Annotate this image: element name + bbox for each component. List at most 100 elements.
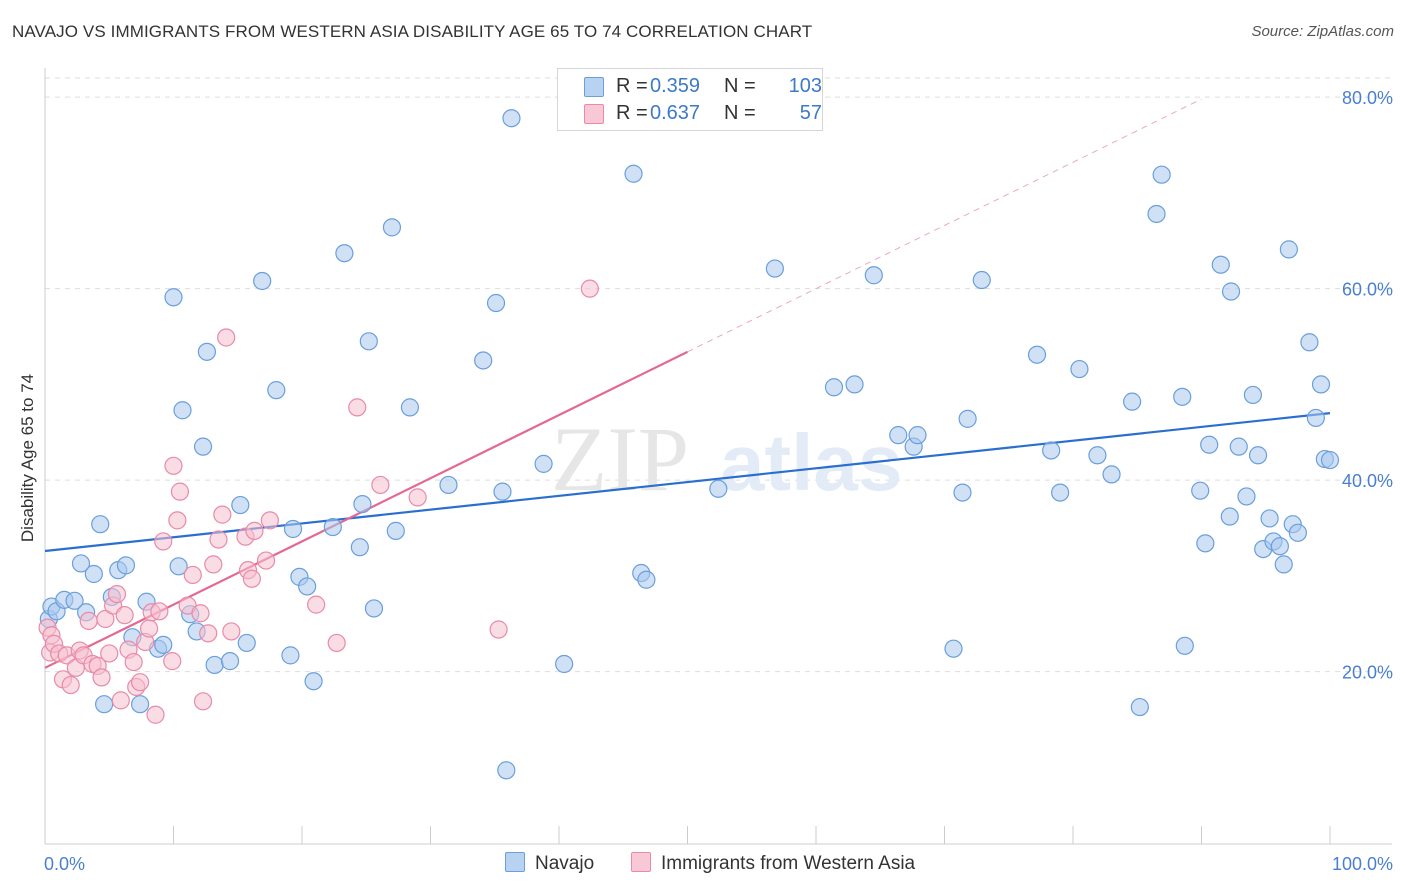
navajo-point xyxy=(237,633,256,653)
navajo-point xyxy=(555,654,574,674)
legend-r-label: R = xyxy=(616,102,648,124)
immigrants-point xyxy=(245,521,264,540)
navajo-point xyxy=(1211,255,1230,274)
immigrants-point xyxy=(154,532,173,551)
navajo-point xyxy=(382,218,402,237)
immigrants-point xyxy=(489,620,508,639)
navajo-point xyxy=(220,652,240,671)
bottom-legend-navajo[interactable]: Navajo xyxy=(505,852,594,875)
trend-line-extension xyxy=(687,98,1202,353)
navajo-point xyxy=(534,454,553,473)
immigrants-point xyxy=(242,569,261,588)
navajo-point xyxy=(164,288,183,307)
navajo-point xyxy=(1027,345,1047,364)
x-tick-label-min: 0.0% xyxy=(44,854,85,874)
bottom-legend-immigrants[interactable]: Immigrants from Western Asia xyxy=(631,852,915,875)
navajo-point xyxy=(889,426,908,445)
navajo-point xyxy=(709,479,728,498)
watermark: ZIP atlas xyxy=(551,408,902,510)
navajo-point xyxy=(197,342,217,361)
navajo-point xyxy=(1229,437,1248,456)
navajo-point xyxy=(173,401,192,420)
navajo-point xyxy=(497,761,516,780)
immigrants-point xyxy=(199,624,218,643)
trend-layer xyxy=(44,98,1331,669)
navajo-point xyxy=(439,475,458,495)
navajo-point xyxy=(944,639,963,658)
navajo-point xyxy=(116,556,136,575)
navajo-point xyxy=(95,695,114,714)
immigrants-point xyxy=(307,595,326,614)
immigrants-point xyxy=(260,511,279,530)
y-tick-label: 20.0% xyxy=(1342,663,1393,683)
navajo-point xyxy=(71,554,91,573)
y-tick-label: 40.0% xyxy=(1342,471,1393,491)
immigrants-point xyxy=(124,652,143,672)
labels-layer: 20.0% 40.0% 60.0% 80.0% 0.0% 100.0% Disability… xyxy=(18,88,1393,874)
navajo-point xyxy=(1243,385,1263,405)
immigrants-point xyxy=(92,668,111,687)
immigrants-point xyxy=(168,511,187,530)
immigrants-point xyxy=(217,328,236,347)
bottom-legend-swatch-immigrants xyxy=(631,852,651,872)
immigrants-point xyxy=(408,488,427,507)
y-axis-label: Disability Age 65 to 74 xyxy=(18,374,37,542)
navajo-point xyxy=(637,570,656,589)
immigrants-point xyxy=(204,555,223,574)
y-tick-label: 80.0% xyxy=(1342,88,1393,108)
bottom-legend-label-navajo: Navajo xyxy=(535,853,595,874)
immigrants-point xyxy=(371,475,390,495)
immigrants-point xyxy=(327,633,346,653)
immigrants-point xyxy=(107,584,127,604)
immigrants-point xyxy=(130,673,150,692)
navajo-point xyxy=(765,259,784,278)
immigrants-point xyxy=(256,551,276,570)
navajo-point xyxy=(958,409,977,428)
navajo-point xyxy=(1288,523,1307,542)
navajo-point xyxy=(400,398,420,417)
navajo-point xyxy=(1088,446,1107,465)
navajo-point xyxy=(502,109,521,128)
navajo-point xyxy=(824,378,844,397)
immigrants-point xyxy=(139,619,159,638)
navajo-point xyxy=(335,244,354,263)
navajo-point xyxy=(972,270,991,290)
navajo-point xyxy=(624,164,643,183)
legend-n-value: 57 xyxy=(799,102,822,124)
navajo-point xyxy=(1152,165,1171,184)
immigrants-point xyxy=(100,644,119,663)
immigrants-point xyxy=(146,705,165,724)
navajo-point xyxy=(493,482,512,501)
navajo-point xyxy=(1051,483,1070,502)
points-layer xyxy=(38,109,1340,780)
navajo-point xyxy=(281,646,300,665)
navajo-point xyxy=(1147,204,1166,224)
immigrants-point xyxy=(209,530,228,549)
navajo-point xyxy=(1173,387,1192,406)
legend-swatch-navajo xyxy=(584,77,604,97)
navajo-point xyxy=(350,538,369,557)
immigrants-point xyxy=(170,482,190,501)
navajo-point xyxy=(1175,636,1194,655)
navajo-point xyxy=(474,351,493,370)
immigrants-point xyxy=(115,606,134,625)
axes-layer xyxy=(44,68,1392,845)
immigrants-point xyxy=(193,692,213,711)
watermark-zip: ZIP xyxy=(551,408,689,510)
navajo-point xyxy=(1279,240,1298,259)
immigrants-point xyxy=(61,675,80,695)
navajo-point xyxy=(386,521,405,540)
chart-source: Source: ZipAtlas.com xyxy=(1251,23,1394,40)
navajo-point xyxy=(65,591,84,610)
navajo-point xyxy=(953,483,972,502)
navajo-point xyxy=(1042,441,1061,460)
navajo-point xyxy=(486,293,506,313)
navajo-point xyxy=(908,426,927,445)
navajo-point xyxy=(1123,392,1142,411)
bottom-legend-swatch-navajo xyxy=(505,852,525,872)
legend-r-value: 0.359 xyxy=(650,75,701,97)
navajo-point xyxy=(298,577,317,596)
navajo-point xyxy=(359,332,378,351)
y-tick-label: 60.0% xyxy=(1342,280,1393,300)
